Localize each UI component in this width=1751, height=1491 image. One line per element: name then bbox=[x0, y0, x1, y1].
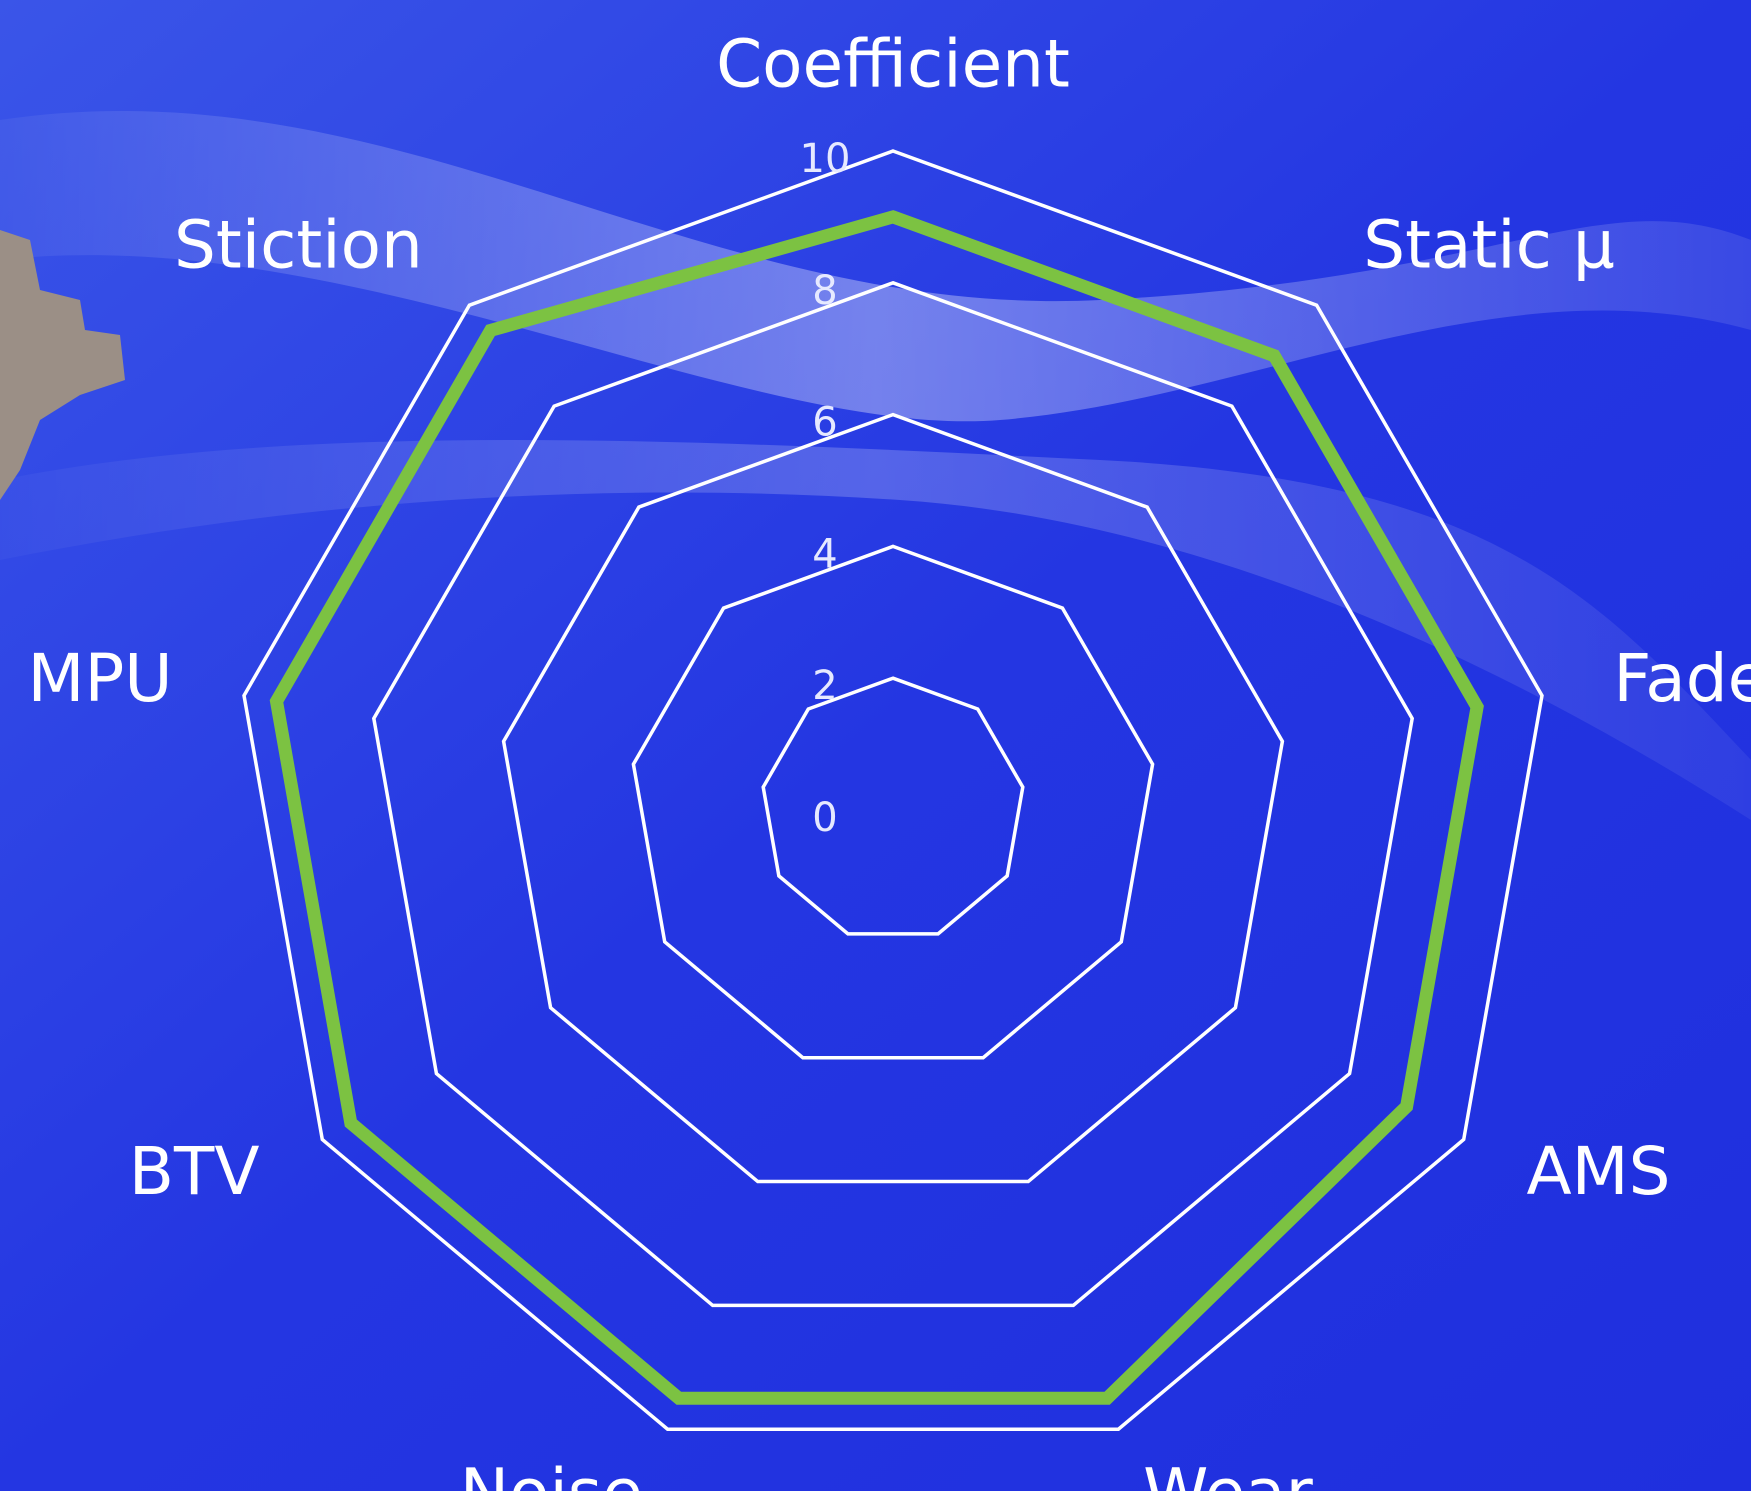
category-label: Noise bbox=[460, 1454, 643, 1491]
background-streak bbox=[0, 110, 1751, 422]
r-tick-label: 10 bbox=[800, 136, 851, 182]
category-label: MPU bbox=[28, 640, 173, 717]
r-tick-label: 2 bbox=[812, 663, 837, 709]
plot: 0 2 4 6 8 10 Coefficient Static μ Fade AMS Wear Noi… bbox=[28, 26, 1751, 1491]
grid-ring bbox=[761, 676, 1025, 936]
r-tick-label: 6 bbox=[812, 400, 837, 446]
series-line bbox=[269, 210, 1484, 1405]
grid-ring bbox=[371, 280, 1415, 1308]
category-label: Stiction bbox=[174, 207, 423, 284]
r-tick-label: 4 bbox=[812, 531, 837, 577]
grid-ring bbox=[631, 544, 1155, 1060]
grid-ring bbox=[242, 149, 1544, 1432]
category-label: BTV bbox=[129, 1133, 260, 1210]
category-label: Static μ bbox=[1363, 207, 1615, 284]
r-tick-label: 0 bbox=[812, 795, 837, 841]
category-label: Coefficient bbox=[716, 26, 1070, 103]
background-streak bbox=[0, 440, 1751, 820]
grid-ring bbox=[501, 412, 1285, 1184]
category-label: Fade bbox=[1613, 640, 1751, 717]
brake-pad-image bbox=[0, 230, 125, 500]
category-label: Wear bbox=[1143, 1454, 1313, 1491]
r-tick-label: 8 bbox=[812, 268, 837, 314]
category-label: AMS bbox=[1526, 1133, 1670, 1210]
